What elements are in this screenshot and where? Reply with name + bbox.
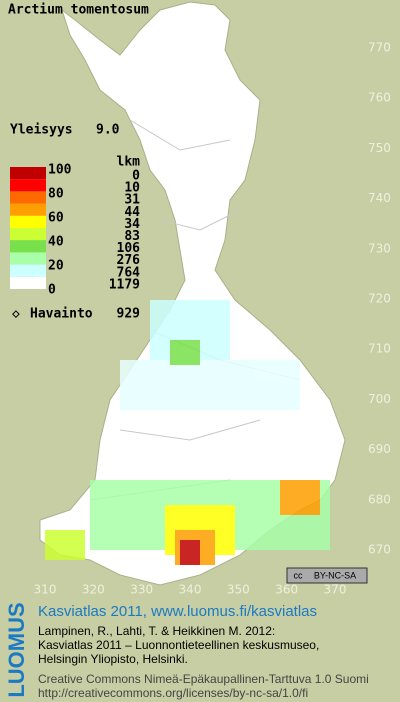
x-coordinate-label: 370 (324, 583, 347, 597)
species-title: Arctium tomentosum (8, 3, 149, 18)
y-coordinate-label: 710 (368, 342, 391, 356)
legend-count: 0 (132, 169, 140, 184)
y-coordinate-label: 750 (368, 141, 391, 155)
x-coordinate-label: 350 (227, 583, 250, 597)
legend-count: 44 (124, 205, 140, 220)
y-coordinate-label: 700 (368, 392, 391, 406)
legend-count: 34 (124, 217, 140, 232)
legend-scale-label: 20 (48, 259, 64, 274)
legend-swatch (10, 240, 46, 253)
license-badge: BY-NC-SA (314, 570, 356, 580)
frequency-value: 9.0 (96, 123, 120, 138)
x-coordinate-label: 320 (82, 583, 105, 597)
legend-swatch (10, 167, 46, 180)
citation-line: Helsingin Yliopisto, Helsinki. (38, 652, 188, 666)
license-line: http://creativecommons.org/licenses/by-n… (38, 686, 308, 700)
y-coordinate-label: 760 (368, 91, 391, 105)
y-coordinate-label: 740 (368, 191, 391, 205)
cc-icon: cc (294, 570, 304, 580)
legend-swatch (10, 252, 46, 265)
legend-swatch (10, 228, 46, 241)
legend-count: 106 (117, 241, 141, 256)
legend-scale-label: 60 (48, 211, 64, 226)
legend-swatch (10, 203, 46, 216)
legend-swatch (10, 179, 46, 192)
y-coordinate-label: 690 (368, 442, 391, 456)
legend-count: 276 (117, 253, 141, 268)
logo: LUOMUS (4, 602, 29, 697)
legend-swatch (10, 191, 46, 204)
footer-heading: Kasviatlas 2011, www.luomus.fi/kasviatla… (38, 603, 317, 620)
observation-count: 929 (117, 307, 140, 322)
legend-count: 764 (117, 265, 141, 280)
y-coordinate-label: 680 (368, 492, 391, 506)
legend-scale-label: 100 (48, 163, 72, 178)
y-coordinate-label: 770 (368, 41, 391, 55)
legend-count: 1179 (109, 277, 140, 292)
y-coordinate-label: 730 (368, 241, 391, 255)
observation-label: Havainto (30, 307, 93, 322)
x-coordinate-label: 340 (179, 583, 202, 597)
legend-scale-label: 80 (48, 187, 64, 202)
observation-symbol: ◇ (12, 307, 20, 322)
legend-count: 31 (124, 193, 140, 208)
legend-swatch (10, 276, 46, 289)
count-header: lkm (117, 155, 141, 170)
legend-scale-label: 0 (48, 283, 56, 298)
y-coordinate-label: 720 (368, 292, 391, 306)
license-line: Creative Commons Nimeä-Epäkaupallinen-Ta… (38, 672, 369, 686)
legend-swatch (10, 264, 46, 277)
legend-count: 83 (124, 229, 140, 244)
y-coordinate-label: 670 (368, 543, 391, 557)
frequency-label: Yleisyys (10, 123, 73, 138)
legend-scale-label: 40 (48, 235, 64, 250)
x-coordinate-label: 330 (130, 583, 153, 597)
legend-swatch (10, 215, 46, 228)
occurrence-patches (45, 300, 330, 565)
x-coordinate-label: 310 (34, 583, 57, 597)
legend-count: 10 (124, 181, 140, 196)
license-badge-box (286, 567, 368, 584)
citation-line: Kasviatlas 2011 – Luonnontieteellinen ke… (38, 638, 319, 652)
x-coordinate-label: 360 (275, 583, 298, 597)
citation-line: Lampinen, R., Lahti, T. & Heikkinen M. 2… (38, 624, 275, 638)
